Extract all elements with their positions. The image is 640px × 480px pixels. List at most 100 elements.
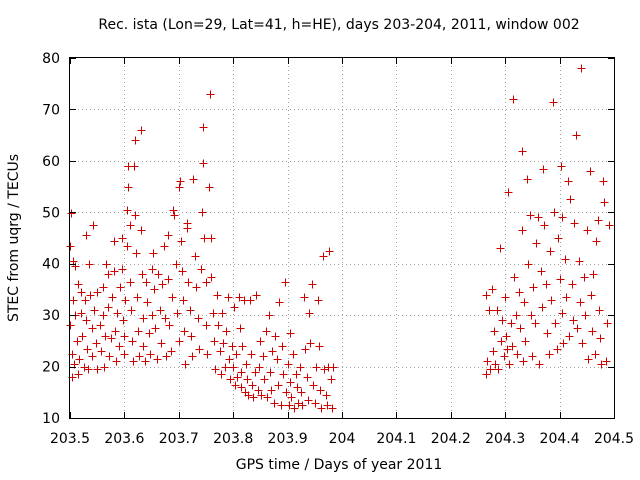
data-point bbox=[578, 339, 587, 348]
x-tick-label: 203.8 bbox=[213, 431, 253, 447]
x-tick-label: 203.9 bbox=[268, 431, 308, 447]
data-point bbox=[570, 219, 579, 228]
data-point bbox=[268, 347, 277, 356]
data-point bbox=[113, 309, 122, 318]
data-point bbox=[301, 345, 310, 354]
chart-title: Rec. ista (Lon=29, Lat=41, h=HE), days 2… bbox=[98, 17, 579, 33]
data-point bbox=[603, 319, 612, 328]
data-point bbox=[247, 350, 256, 359]
data-point bbox=[99, 311, 108, 320]
data-point bbox=[168, 293, 177, 302]
data-point bbox=[584, 355, 593, 364]
y-tick-label: 10 bbox=[42, 411, 60, 427]
data-point bbox=[229, 363, 238, 372]
data-point bbox=[254, 386, 263, 395]
data-point bbox=[260, 375, 269, 384]
data-point bbox=[486, 365, 495, 374]
data-point bbox=[242, 360, 251, 369]
data-point bbox=[534, 213, 543, 222]
data-point bbox=[151, 324, 160, 333]
data-point bbox=[305, 309, 314, 318]
data-point bbox=[118, 234, 127, 243]
data-point bbox=[592, 237, 601, 246]
data-point bbox=[591, 350, 600, 359]
x-tick-label: 203.7 bbox=[159, 431, 199, 447]
data-point bbox=[485, 306, 494, 315]
data-point bbox=[553, 345, 562, 354]
data-point bbox=[66, 321, 75, 330]
data-point bbox=[148, 265, 157, 274]
data-point bbox=[111, 327, 120, 336]
data-point bbox=[252, 291, 261, 300]
data-point bbox=[139, 314, 148, 323]
data-point bbox=[287, 393, 296, 402]
data-point bbox=[566, 195, 575, 204]
data-point bbox=[300, 293, 309, 302]
data-point bbox=[197, 265, 206, 274]
data-point bbox=[167, 347, 176, 356]
data-point bbox=[181, 360, 190, 369]
data-point bbox=[134, 327, 143, 336]
data-point bbox=[187, 332, 196, 341]
data-point bbox=[132, 249, 141, 258]
data-point bbox=[282, 388, 291, 397]
data-point bbox=[602, 357, 611, 366]
data-point bbox=[124, 183, 133, 192]
data-point bbox=[191, 252, 200, 261]
data-point bbox=[179, 296, 188, 305]
data-point bbox=[545, 350, 554, 359]
data-point bbox=[284, 360, 293, 369]
data-point bbox=[170, 211, 179, 220]
data-point bbox=[298, 401, 307, 410]
data-point bbox=[238, 342, 247, 351]
data-point bbox=[588, 327, 597, 336]
data-point bbox=[286, 329, 295, 338]
data-point bbox=[231, 381, 240, 390]
data-point bbox=[237, 383, 246, 392]
data-point bbox=[133, 293, 142, 302]
data-point bbox=[218, 309, 227, 318]
data-point bbox=[213, 291, 222, 300]
data-point bbox=[162, 352, 171, 361]
data-point bbox=[198, 208, 207, 217]
data-point bbox=[285, 401, 294, 410]
axis-ticks bbox=[70, 58, 615, 419]
data-point bbox=[328, 404, 337, 413]
data-point bbox=[568, 280, 577, 289]
data-point bbox=[251, 368, 260, 377]
data-point bbox=[135, 352, 144, 361]
data-point bbox=[501, 293, 510, 302]
data-point bbox=[290, 404, 299, 413]
data-point bbox=[161, 314, 170, 323]
data-point bbox=[77, 309, 86, 318]
data-point bbox=[102, 260, 111, 269]
data-point bbox=[297, 388, 306, 397]
data-point bbox=[557, 162, 566, 171]
data-point bbox=[230, 303, 239, 312]
data-point bbox=[148, 311, 157, 320]
data-point bbox=[85, 260, 94, 269]
data-point bbox=[115, 342, 124, 351]
data-point bbox=[214, 321, 223, 330]
data-point bbox=[526, 211, 535, 220]
data-point bbox=[145, 329, 154, 338]
data-point bbox=[281, 278, 290, 287]
data-point bbox=[493, 306, 502, 315]
data-point bbox=[270, 399, 279, 408]
data-point bbox=[516, 324, 525, 333]
x-tick-label: 204 bbox=[329, 431, 356, 447]
data-point bbox=[121, 296, 130, 305]
data-point bbox=[100, 363, 109, 372]
data-point bbox=[93, 365, 102, 374]
data-point bbox=[226, 375, 235, 384]
data-point bbox=[89, 221, 98, 230]
data-point bbox=[74, 280, 83, 289]
data-point bbox=[126, 221, 135, 230]
data-point bbox=[216, 347, 225, 356]
x-tick-label: 204.2 bbox=[431, 431, 471, 447]
data-point bbox=[289, 350, 298, 359]
data-point bbox=[266, 368, 275, 377]
data-point bbox=[99, 283, 108, 292]
data-point bbox=[96, 321, 105, 330]
data-point bbox=[496, 244, 505, 253]
